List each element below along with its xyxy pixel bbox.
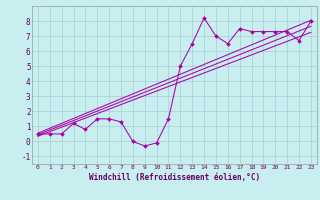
X-axis label: Windchill (Refroidissement éolien,°C): Windchill (Refroidissement éolien,°C) [89,173,260,182]
